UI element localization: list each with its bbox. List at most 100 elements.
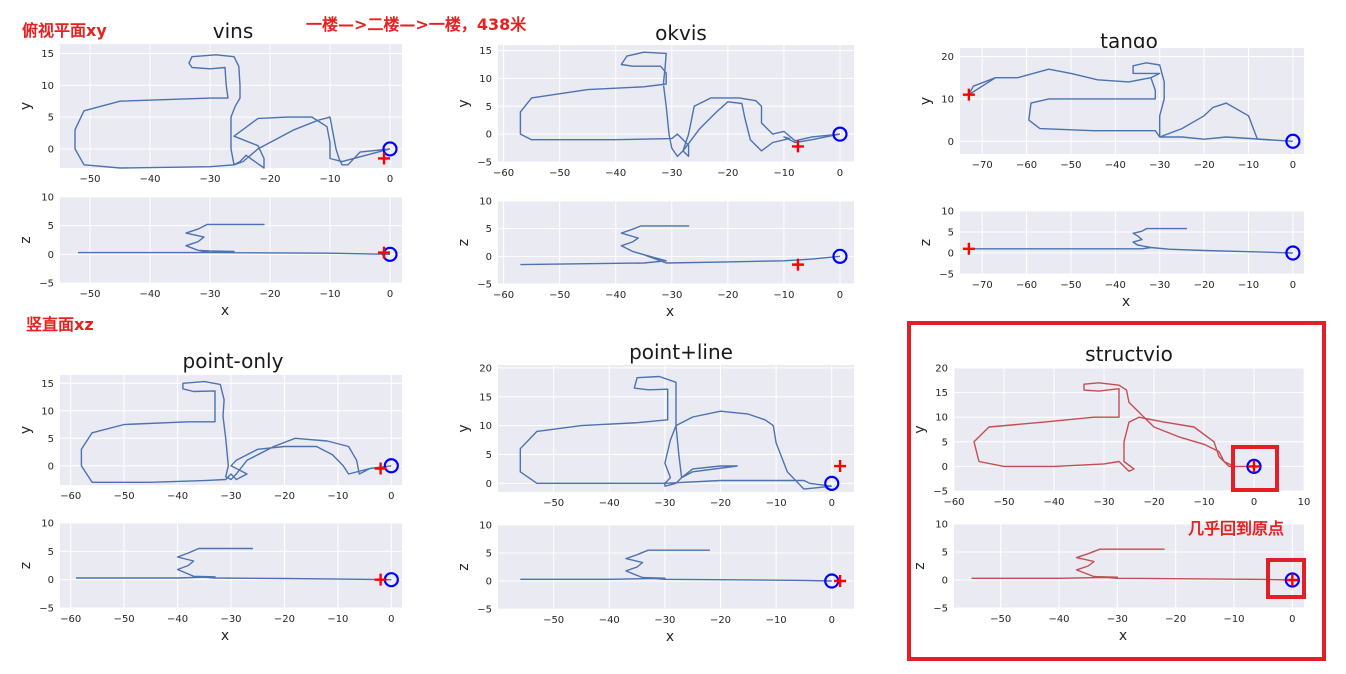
- trajectory-line: [78, 223, 391, 255]
- start-marker: [1248, 460, 1260, 473]
- y-tick-label: 15: [935, 388, 948, 399]
- x-tick-label: −60: [493, 290, 514, 301]
- x-tick-label: −10: [773, 290, 794, 301]
- x-tick-label: −50: [549, 290, 570, 301]
- panel-3-xy: −60 −50 −40 −30 −20 −10 0 0 5 10 15 y: [18, 375, 402, 502]
- y-tick-label: 5: [942, 548, 948, 559]
- x-tick-label: −30: [199, 289, 220, 300]
- start-marker: [962, 88, 975, 101]
- x-tick-label: −30: [661, 290, 682, 301]
- annotation-route: 一楼—>二楼—>一楼，438米: [306, 15, 527, 34]
- x-tick-label: 0: [837, 168, 843, 179]
- y-tick-label: 20: [941, 52, 954, 63]
- x-tick-label: −70: [972, 280, 993, 291]
- x-tick-label: −40: [1043, 497, 1064, 508]
- x-tick-label: 0: [1289, 614, 1295, 625]
- y-tick-label: 15: [41, 379, 54, 390]
- x-tick-label: −20: [710, 615, 731, 626]
- y-tick-label: 10: [479, 521, 492, 532]
- end-marker: [1285, 133, 1301, 149]
- y-tick-label: −5: [477, 280, 492, 291]
- start-marker: [374, 462, 387, 475]
- x-tick-label: −20: [1194, 280, 1215, 291]
- x-tick-label: −50: [543, 498, 564, 509]
- chart-title: point-only: [183, 349, 284, 373]
- y-tick-label: 10: [935, 413, 948, 424]
- y-axis-label: y: [456, 424, 472, 432]
- x-tick-label: −40: [605, 290, 626, 301]
- x-tick-label: −20: [717, 290, 738, 301]
- y-tick-label: 20: [479, 363, 492, 374]
- x-tick-label: −30: [199, 174, 220, 185]
- y-axis-label: z: [18, 236, 34, 243]
- y-axis-label: z: [18, 562, 34, 569]
- x-tick-label: 0: [829, 498, 835, 509]
- y-axis-label: z: [456, 239, 472, 246]
- x-tick-label: −60: [60, 491, 81, 502]
- x-tick-label: −50: [543, 615, 564, 626]
- y-tick-label: 0: [486, 479, 492, 490]
- y-axis-label: z: [456, 563, 472, 570]
- x-tick-label: 0: [387, 174, 393, 185]
- y-tick-label: 10: [479, 421, 492, 432]
- x-tick-label: −20: [1165, 614, 1186, 625]
- x-tick-label: −40: [605, 168, 626, 179]
- y-tick-label: −5: [477, 605, 492, 616]
- x-axis-label: x: [666, 304, 674, 320]
- trajectory-line: [519, 51, 841, 158]
- x-tick-label: −10: [327, 614, 348, 625]
- y-axis-label: y: [18, 426, 34, 434]
- y-tick-label: 0: [486, 130, 492, 141]
- x-tick-label: 0: [388, 614, 394, 625]
- x-tick-label: −40: [167, 614, 188, 625]
- x-tick-label: −30: [661, 168, 682, 179]
- x-tick-label: 0: [1290, 280, 1296, 291]
- x-tick-label: −40: [139, 289, 160, 300]
- x-tick-label: −10: [773, 168, 794, 179]
- y-tick-label: 0: [948, 249, 954, 260]
- x-tick-label: −50: [114, 491, 135, 502]
- x-tick-label: −70: [972, 160, 993, 171]
- x-axis-label: x: [666, 629, 674, 645]
- end-marker: [382, 141, 398, 157]
- y-tick-label: 10: [41, 519, 54, 530]
- x-tick-label: −20: [274, 614, 295, 625]
- end-marker: [832, 248, 848, 264]
- x-tick-label: −30: [1107, 614, 1128, 625]
- x-tick-label: −10: [766, 498, 787, 509]
- y-axis-label: y: [918, 97, 934, 105]
- x-tick-label: −50: [990, 614, 1011, 625]
- trajectory-line: [968, 227, 1293, 254]
- trajectory-line: [76, 547, 392, 581]
- x-tick-label: −30: [1149, 280, 1170, 291]
- x-tick-label: −10: [1238, 160, 1259, 171]
- y-tick-label: 5: [486, 549, 492, 560]
- start-marker: [1286, 574, 1299, 586]
- end-marker: [1284, 572, 1300, 588]
- trajectory-line: [973, 382, 1254, 472]
- x-tick-label: −20: [259, 289, 280, 300]
- x-tick-label: −10: [1193, 497, 1214, 508]
- x-tick-label: −50: [79, 289, 100, 300]
- y-tick-label: 5: [486, 224, 492, 235]
- y-tick-label: −5: [933, 604, 948, 615]
- plot-area: [60, 197, 402, 283]
- x-tick-label: −20: [274, 491, 295, 502]
- x-tick-label: 0: [1290, 160, 1296, 171]
- y-tick-label: 10: [41, 81, 54, 92]
- panel-4-xy: −50 −40 −30 −20 −10 0 0 5 10 15 20 y: [456, 363, 854, 509]
- trajectory-line: [519, 375, 832, 490]
- y-axis-label: z: [912, 562, 928, 569]
- trajectory-line: [80, 380, 392, 483]
- structvio-highlight-box: [907, 321, 1326, 661]
- y-tick-label: −5: [39, 604, 54, 615]
- x-tick-label: −20: [1143, 497, 1164, 508]
- y-tick-label: 10: [941, 207, 954, 218]
- annotation-top-view: 俯视平面xy: [22, 21, 107, 40]
- y-tick-label: 5: [948, 228, 954, 239]
- x-tick-label: −50: [1060, 280, 1081, 291]
